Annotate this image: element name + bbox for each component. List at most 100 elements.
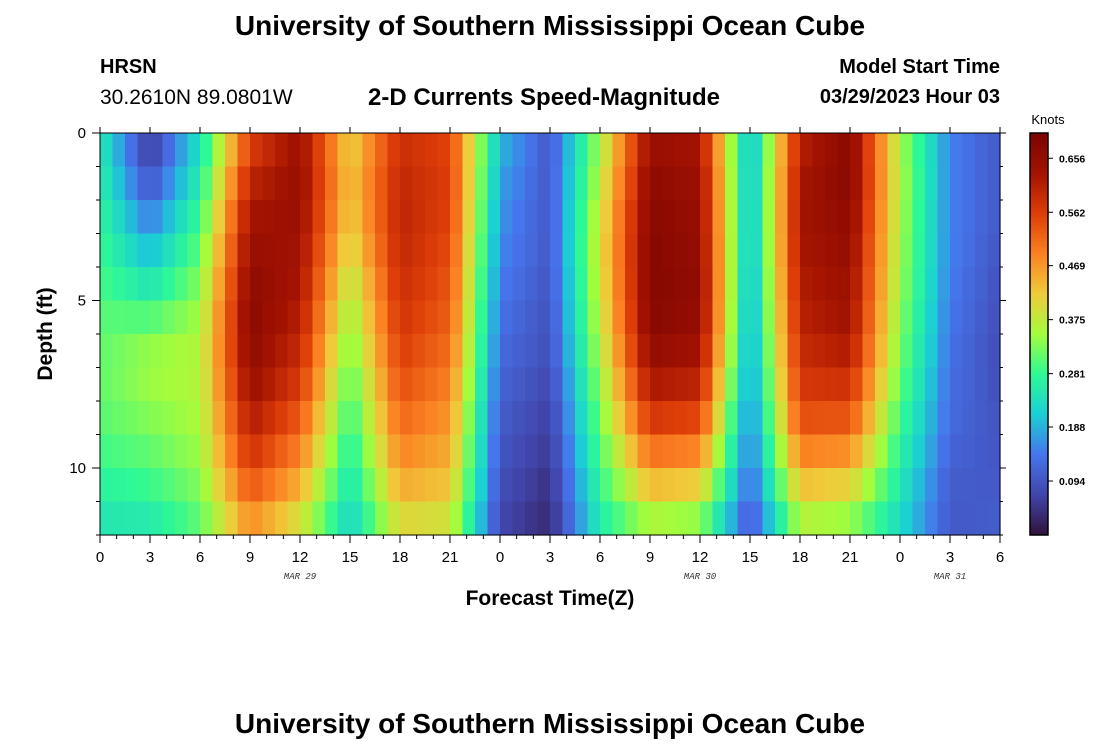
heatmap-cell xyxy=(500,468,514,503)
heatmap-cell xyxy=(287,133,301,168)
heatmap-cell xyxy=(575,401,589,436)
heatmap-cell xyxy=(112,401,126,436)
heatmap-cell xyxy=(550,401,564,436)
heatmap-cell xyxy=(562,166,576,201)
heatmap-cell xyxy=(625,133,639,168)
heatmap-cell xyxy=(762,233,776,268)
heatmap-cell xyxy=(700,367,714,402)
heatmap-cell xyxy=(825,200,839,235)
heatmap-cell xyxy=(400,334,414,369)
heatmap-cell xyxy=(762,300,776,335)
heatmap-cell xyxy=(300,401,314,436)
heatmap-cell xyxy=(787,468,801,503)
heatmap-cell xyxy=(912,166,926,201)
heatmap-cell xyxy=(150,501,164,536)
heatmap-cell xyxy=(975,501,989,536)
x-tick-label: 0 xyxy=(96,549,104,566)
heatmap-cell xyxy=(700,200,714,235)
heatmap-cell xyxy=(175,468,189,503)
heatmap-cell xyxy=(600,233,614,268)
heatmap-cell xyxy=(637,133,651,168)
heatmap-cell xyxy=(962,267,976,302)
heatmap-cell xyxy=(112,367,126,402)
heatmap-cell xyxy=(575,334,589,369)
heatmap-cell xyxy=(600,401,614,436)
heatmap-cell xyxy=(212,267,226,302)
heatmap-cell xyxy=(150,233,164,268)
heatmap-cell xyxy=(825,367,839,402)
heatmap-cell xyxy=(912,334,926,369)
heatmap-cell xyxy=(775,200,789,235)
heatmap-cell xyxy=(812,501,826,536)
heatmap-cell xyxy=(462,334,476,369)
heatmap-cell xyxy=(475,434,489,469)
heatmap-cell xyxy=(887,233,901,268)
product-title: 2-D Currents Speed-Magnitude xyxy=(368,84,721,111)
heatmap-cell xyxy=(712,233,726,268)
model-start-value: 03/29/2023 Hour 03 xyxy=(819,86,1000,108)
heatmap-cell xyxy=(912,367,926,402)
heatmap-cell xyxy=(412,233,426,268)
heatmap-cell xyxy=(300,267,314,302)
heatmap-cell xyxy=(487,300,501,335)
heatmap-cell xyxy=(125,334,139,369)
heatmap-cell xyxy=(637,367,651,402)
heatmap-cell xyxy=(625,233,639,268)
heatmap-cell xyxy=(175,334,189,369)
heatmap-cell xyxy=(950,367,964,402)
heatmap-cell xyxy=(812,300,826,335)
heatmap-cell xyxy=(725,267,739,302)
heatmap-cell xyxy=(437,334,451,369)
heatmap-cell xyxy=(450,133,464,168)
heatmap-cell xyxy=(800,133,814,168)
heatmap-cell xyxy=(287,166,301,201)
heatmap-cell xyxy=(487,233,501,268)
heatmap-cell xyxy=(862,468,876,503)
heatmap-cell xyxy=(175,434,189,469)
heatmap-cell xyxy=(600,468,614,503)
heatmap-cell xyxy=(762,434,776,469)
heatmap-cell xyxy=(687,233,701,268)
heatmap-cell xyxy=(887,200,901,235)
heatmap-cell xyxy=(512,367,526,402)
heatmap-cell xyxy=(762,166,776,201)
heatmap-cell xyxy=(525,334,539,369)
heatmap-cell xyxy=(312,300,326,335)
heatmap-cell xyxy=(175,401,189,436)
heatmap-cell xyxy=(737,434,751,469)
heatmap-cell xyxy=(962,367,976,402)
heatmap-cell xyxy=(662,367,676,402)
heatmap-cell xyxy=(675,200,689,235)
heatmap-cell xyxy=(250,233,264,268)
heatmap-cell xyxy=(112,334,126,369)
heatmap-cell xyxy=(350,501,364,536)
colorbar-tick-label: 0.094 xyxy=(1059,476,1085,488)
heatmap-cell xyxy=(337,434,351,469)
heatmap-cell xyxy=(662,501,676,536)
heatmap-cell xyxy=(987,133,1001,168)
heatmap-cell xyxy=(287,501,301,536)
heatmap-cell xyxy=(200,434,214,469)
heatmap-cell xyxy=(512,233,526,268)
heatmap-cell xyxy=(587,300,601,335)
heatmap-cell xyxy=(775,367,789,402)
heatmap-cell xyxy=(225,334,239,369)
heatmap-cell xyxy=(937,166,951,201)
heatmap-cell xyxy=(437,200,451,235)
heatmap-cell xyxy=(862,200,876,235)
heatmap-cell xyxy=(275,501,289,536)
heatmap-cell xyxy=(625,401,639,436)
heatmap-cell xyxy=(200,166,214,201)
heatmap-cell xyxy=(987,334,1001,369)
heatmap-cell xyxy=(837,367,851,402)
heatmap-cell xyxy=(362,434,376,469)
heatmap-cell xyxy=(987,401,1001,436)
heatmap-cell xyxy=(350,468,364,503)
heatmap-cell xyxy=(287,401,301,436)
heatmap-cell xyxy=(950,300,964,335)
heatmap-cell xyxy=(850,300,864,335)
heatmap-cell xyxy=(237,233,251,268)
heatmap-cell xyxy=(500,267,514,302)
heatmap-cell xyxy=(250,300,264,335)
